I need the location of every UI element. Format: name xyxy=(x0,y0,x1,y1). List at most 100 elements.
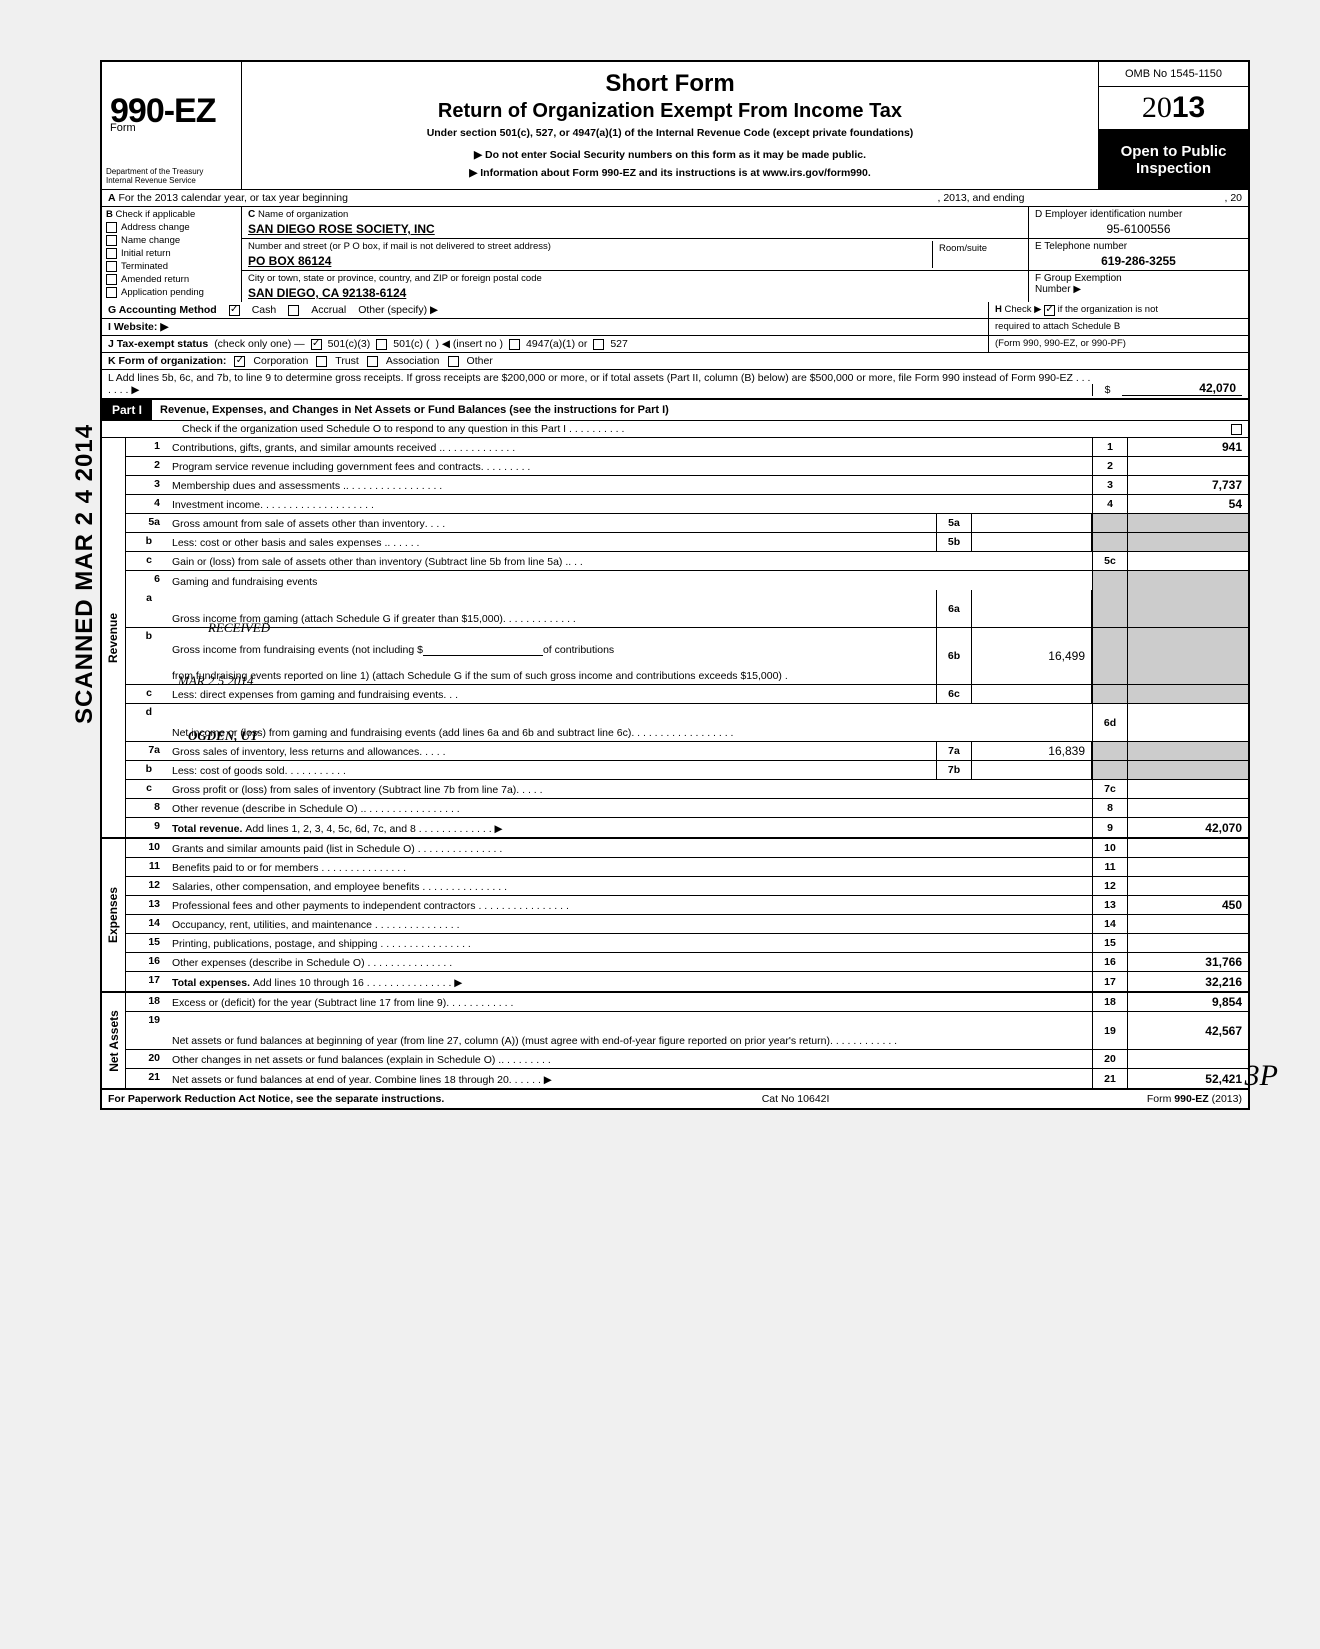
name-label: Name of organization xyxy=(258,209,348,220)
street-label: Number and street (or P O box, if mail i… xyxy=(248,241,932,252)
section-e: E Telephone number 619-286-3255 xyxy=(1029,239,1248,271)
j-label: J Tax-exempt status xyxy=(108,338,208,350)
line-2: 2 Program service revenue including gove… xyxy=(126,457,1248,476)
line-5b: b Less: cost or other basis and sales ex… xyxy=(126,533,1248,552)
cb-terminated[interactable]: Terminated xyxy=(106,261,237,272)
street-value: PO BOX 86124 xyxy=(248,254,932,268)
label-b: B xyxy=(106,209,113,220)
revenue-label: Revenue xyxy=(107,612,121,662)
year-outline: 20 xyxy=(1142,91,1172,124)
line-12: 12Salaries, other compensation, and empl… xyxy=(126,877,1248,896)
cb-amended[interactable]: Amended return xyxy=(106,274,237,285)
line-9: 9 Total revenue. Add lines 1, 2, 3, 4, 5… xyxy=(126,818,1248,837)
l-amount: 42,070 xyxy=(1122,381,1242,396)
expenses-label-cell: Expenses xyxy=(102,839,126,991)
part1-title: Revenue, Expenses, and Changes in Net As… xyxy=(152,402,1248,418)
city-value: SAN DIEGO, CA 92138-6124 xyxy=(248,286,406,300)
scanned-stamp: SCANNED MAR 2 4 2014 xyxy=(71,424,99,724)
form-prefix: Form xyxy=(110,122,136,134)
line-11: 11Benefits paid to or for members . . . … xyxy=(126,858,1248,877)
ogden-stamp: OGDEN, UT xyxy=(188,728,258,744)
org-name-row: C Name of organization SAN DIEGO ROSE SO… xyxy=(242,207,1028,239)
row-l: L Add lines 5b, 6c, and 7b, to line 9 to… xyxy=(100,370,1250,400)
website-label: I Website: ▶ xyxy=(108,321,168,333)
row-a-text3: , 20 xyxy=(1224,192,1242,204)
cb-527[interactable] xyxy=(593,339,604,350)
form-number-cell: Form 990-EZ Department of the TreasuryIn… xyxy=(102,62,242,189)
footer-right: Form 990-EZ (2013) xyxy=(1147,1093,1242,1105)
line-5a: 5a Gross amount from sale of assets othe… xyxy=(126,514,1248,533)
row-i-wrap: I Website: ▶ required to attach Schedule… xyxy=(100,319,1250,336)
cb-501c3[interactable]: ✓ xyxy=(311,339,322,350)
part1-header: Part I Revenue, Expenses, and Changes in… xyxy=(100,400,1250,421)
cb-address-change[interactable]: Address change xyxy=(106,222,237,233)
main-title: Return of Organization Exempt From Incom… xyxy=(252,100,1088,123)
k-corp: Corporation xyxy=(253,355,308,367)
street-row: Number and street (or P O box, if mail i… xyxy=(242,239,1028,271)
j-527: 527 xyxy=(610,338,628,350)
revenue-label-cell: Revenue xyxy=(102,438,126,837)
line-15: 15Printing, publications, postage, and s… xyxy=(126,934,1248,953)
cb-cash[interactable]: ✓ xyxy=(229,305,240,316)
line-21: 21 Net assets or fund balances at end of… xyxy=(126,1069,1248,1088)
cb-h[interactable]: ✓ xyxy=(1044,305,1055,316)
footer: For Paperwork Reduction Act Notice, see … xyxy=(100,1090,1250,1110)
handwritten-initial: 3P xyxy=(1245,1059,1278,1093)
right-header: OMB No 1545-1150 2013 Open to PublicInsp… xyxy=(1098,62,1248,189)
subtitle: Under section 501(c), 527, or 4947(a)(1)… xyxy=(252,127,1088,139)
line-6d: d Net income or (loss) from gaming and f… xyxy=(126,704,1248,742)
phone-label: E Telephone number xyxy=(1035,241,1242,252)
cb-accrual[interactable] xyxy=(288,305,299,316)
cb-4947[interactable] xyxy=(509,339,520,350)
netassets-section: Net Assets 18 Excess or (deficit) for th… xyxy=(100,993,1250,1090)
check-label: Check if applicable xyxy=(116,209,196,220)
cb-other[interactable] xyxy=(448,356,459,367)
open-to-public: Open to PublicInspection xyxy=(1099,130,1248,189)
line-13: 13Professional fees and other payments t… xyxy=(126,896,1248,915)
g-label: G Accounting Method xyxy=(108,304,217,316)
section-c: C Name of organization SAN DIEGO ROSE SO… xyxy=(242,207,1028,302)
row-a-text2: , 2013, and ending xyxy=(937,192,1024,204)
h-label: H xyxy=(995,304,1002,315)
footer-left: For Paperwork Reduction Act Notice, see … xyxy=(108,1093,444,1105)
cb-initial-return[interactable]: Initial return xyxy=(106,248,237,259)
expenses-label: Expenses xyxy=(107,887,121,943)
year-bold: 13 xyxy=(1172,91,1205,124)
cb-trust[interactable] xyxy=(316,356,327,367)
part1-label: Part I xyxy=(102,400,152,420)
line-6b: b Gross income from fundraising events (… xyxy=(126,628,1248,685)
j-501c: 501(c) ( xyxy=(393,338,429,350)
line-6: 6 Gaming and fundraising events xyxy=(126,571,1248,590)
phone-value: 619-286-3255 xyxy=(1035,254,1242,268)
cb-assoc[interactable] xyxy=(367,356,378,367)
cb-corp[interactable]: ✓ xyxy=(234,356,245,367)
cb-501c[interactable] xyxy=(376,339,387,350)
group-exempt-label: F Group Exemption xyxy=(1035,273,1242,284)
line-1: 1 Contributions, gifts, grants, and simi… xyxy=(126,438,1248,457)
org-name: SAN DIEGO ROSE SOCIETY, INC xyxy=(248,222,435,236)
h-text1: Check ▶ xyxy=(1005,304,1042,315)
instruction-2: ▶ Information about Form 990-EZ and its … xyxy=(252,167,1088,179)
row-k: K Form of organization: ✓Corporation Tru… xyxy=(100,353,1250,370)
row-gh: G Accounting Method ✓Cash Accrual Other … xyxy=(100,302,1250,319)
group-exempt-number: Number ▶ xyxy=(1035,284,1242,295)
ein-label: D Employer identification number xyxy=(1035,209,1242,220)
cb-name-change[interactable]: Name change xyxy=(106,235,237,246)
section-def: D Employer identification number 95-6100… xyxy=(1028,207,1248,302)
line-14: 14Occupancy, rent, utilities, and mainte… xyxy=(126,915,1248,934)
row-h: H Check ▶ ✓ if the organization is not xyxy=(988,302,1248,318)
part1-check-text: Check if the organization used Schedule … xyxy=(182,423,1231,435)
cb-part1-schedO[interactable] xyxy=(1231,424,1242,435)
row-j-wrap: J Tax-exempt status (check only one) — ✓… xyxy=(100,336,1250,353)
dept-text: Department of the TreasuryInternal Reven… xyxy=(106,168,203,186)
line-5c: c Gain or (loss) from sale of assets oth… xyxy=(126,552,1248,571)
j-4947: 4947(a)(1) or xyxy=(526,338,587,350)
cb-pending[interactable]: Application pending xyxy=(106,287,237,298)
line-20: 20 Other changes in net assets or fund b… xyxy=(126,1050,1248,1069)
row-i: I Website: ▶ xyxy=(102,319,988,335)
row-g: G Accounting Method ✓Cash Accrual Other … xyxy=(102,302,988,318)
row-a-text1: For the 2013 calendar year, or tax year … xyxy=(119,192,348,204)
line-17: 17Total expenses. Add lines 10 through 1… xyxy=(126,972,1248,991)
j-paren: (check only one) — xyxy=(214,338,304,350)
room-suite: Room/suite xyxy=(932,241,1022,268)
